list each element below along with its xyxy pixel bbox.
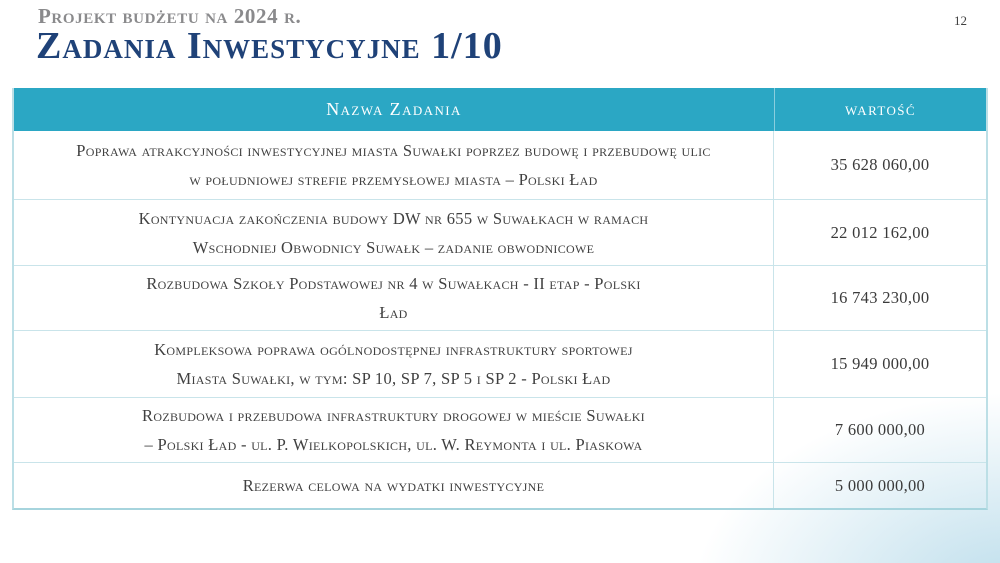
task-value-cell: 22 012 162,00: [774, 200, 986, 266]
column-header-task-name: Nazwa Zadania: [14, 88, 774, 131]
task-name-cell: Kompleksowa poprawa ogólnodostępnej infr…: [14, 331, 774, 398]
page-number: 12: [954, 13, 967, 28]
column-header-value: wartość: [774, 88, 986, 131]
slide-eyebrow: Projekt budżetu na 2024 r.: [38, 4, 302, 28]
task-value-cell: 5 000 000,00: [834, 475, 926, 495]
task-name-cell: Rozbudowa Szkoły Podstawowej nr 4 w Suwa…: [14, 266, 774, 331]
task-value-cell: 35 628 060,00: [774, 131, 986, 200]
task-value-cell: 15 949 000,00: [774, 331, 986, 398]
investment-tasks-table: Nazwa Zadania wartość Poprawa atrakcyjno…: [12, 88, 988, 510]
page-title: Zadania Inwestycyjne 1/10: [36, 25, 503, 67]
task-value-cell: 7 600 000,00: [774, 398, 986, 463]
task-name-cell: Poprawa atrakcyjności inwestycyjnej mias…: [14, 131, 774, 200]
task-value-cell: 16 743 230,00: [774, 266, 986, 331]
task-name-cell: Kontynuacja zakończenia budowy DW nr 655…: [14, 200, 774, 266]
task-name-cell: Rozbudowa i przebudowa infrastruktury dr…: [14, 398, 774, 463]
task-name-cell: Rezerwa celowa na wydatki inwestycyjne: [14, 463, 774, 508]
